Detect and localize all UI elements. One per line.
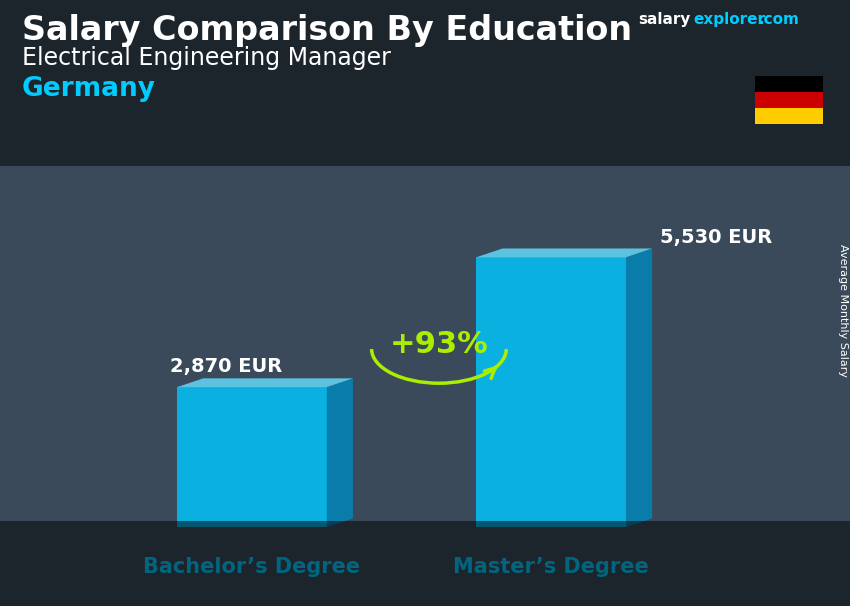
Text: Germany: Germany (22, 76, 156, 102)
Text: Bachelor’s Degree: Bachelor’s Degree (144, 556, 360, 576)
Bar (755, 108, 823, 124)
Text: explorer: explorer (693, 12, 765, 27)
Polygon shape (626, 248, 652, 527)
Polygon shape (177, 378, 353, 387)
Text: Salary Comparison By Education: Salary Comparison By Education (22, 14, 632, 47)
Bar (755, 92, 823, 108)
Polygon shape (476, 258, 626, 527)
Text: salary: salary (638, 12, 690, 27)
Polygon shape (476, 248, 652, 258)
Polygon shape (177, 387, 326, 527)
Text: Electrical Engineering Manager: Electrical Engineering Manager (22, 46, 391, 70)
Text: Average Monthly Salary: Average Monthly Salary (838, 244, 848, 378)
Text: 5,530 EUR: 5,530 EUR (660, 227, 772, 247)
Bar (0, 521, 850, 606)
Bar (755, 76, 823, 92)
Bar (0, 0, 850, 166)
Text: .com: .com (759, 12, 800, 27)
Polygon shape (326, 378, 353, 527)
Text: +93%: +93% (389, 330, 488, 359)
Text: Master’s Degree: Master’s Degree (453, 556, 649, 576)
Text: 2,870 EUR: 2,870 EUR (170, 358, 282, 376)
